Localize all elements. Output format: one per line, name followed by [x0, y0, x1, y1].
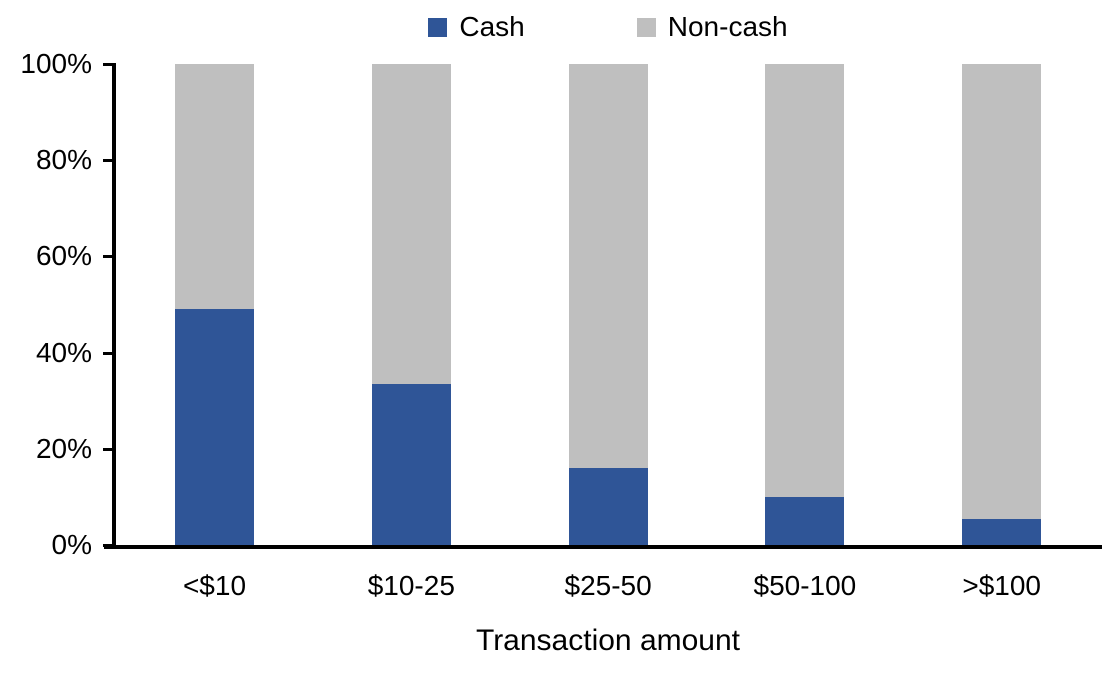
y-axis-tick-label: 40% — [35, 336, 92, 368]
x-axis-line — [104, 545, 1102, 549]
legend-item-non-cash: Non-cash — [636, 11, 788, 42]
y-axis-tick-label: 0% — [51, 529, 92, 560]
bar-segment-cash — [765, 496, 845, 545]
y-axis-tick-label: 60% — [35, 240, 92, 272]
y-axis-tick-label: 80% — [35, 144, 92, 176]
legend-label: Cash — [459, 11, 525, 42]
legend-swatch-icon — [636, 17, 656, 37]
y-axis-tick — [103, 255, 116, 259]
y-axis-tick — [103, 159, 116, 163]
y-axis-tick — [103, 63, 116, 66]
legend-swatch-icon — [428, 17, 448, 37]
bar-segment-noncash — [962, 64, 1042, 519]
y-axis-tick — [103, 447, 116, 451]
legend-label: Non-cash — [667, 11, 788, 42]
y-axis-tick — [103, 351, 116, 355]
bar-segment-cash — [568, 468, 648, 545]
bar-segment-cash — [371, 383, 451, 545]
y-axis-line — [112, 64, 116, 549]
x-axis-category-label: $25-50 — [564, 570, 652, 601]
legend-item-cash: Cash — [428, 11, 525, 42]
y-axis-tick-label: 100% — [20, 48, 92, 79]
x-axis-category-label: >$100 — [962, 570, 1041, 601]
y-axis-tick-label: 20% — [35, 432, 92, 464]
bar-segment-noncash — [568, 64, 648, 469]
bar-segment-cash — [174, 309, 254, 545]
bar-segment-noncash — [371, 64, 451, 384]
y-axis-tick — [103, 544, 116, 547]
x-axis-category-label: $50-100 — [753, 570, 857, 601]
bar-segment-cash — [962, 518, 1042, 545]
x-axis-category-label: $10-25 — [367, 570, 455, 601]
x-axis-category-label: <$10 — [182, 570, 247, 601]
bar-segment-noncash — [765, 64, 845, 497]
x-axis-title: Transaction amount — [475, 624, 741, 657]
chart-legend: Cash Non-cash — [116, 12, 1100, 42]
bar-segment-noncash — [174, 64, 254, 310]
